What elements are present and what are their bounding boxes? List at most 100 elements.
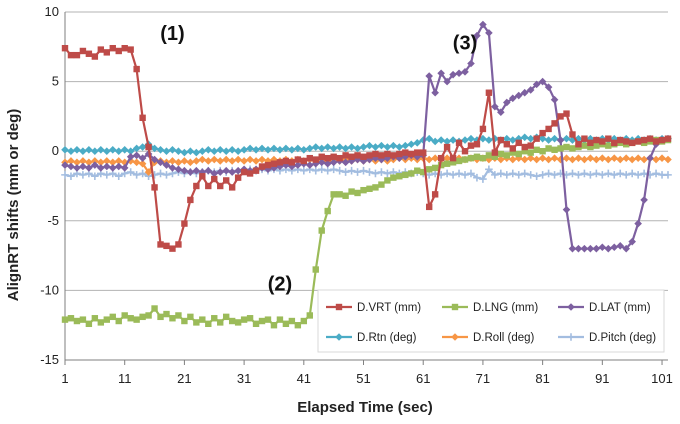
point-0-82 [551,120,558,127]
point-4-73 [497,155,505,164]
point-1-5 [91,315,99,322]
point-5-48 [347,166,356,175]
x-tick-label-2: 21 [177,371,191,386]
point-3-71 [485,136,493,144]
point-4-95 [628,155,636,164]
point-2-5 [91,161,99,169]
point-1-68 [467,154,475,162]
point-0-12 [133,65,140,73]
point-0-20 [181,220,188,227]
point-3-1 [67,147,75,155]
point-3-53 [377,141,386,150]
point-0-69 [473,141,481,148]
point-3-21 [186,147,195,155]
point-2-9 [114,162,123,171]
point-1-53 [378,181,385,188]
x-tick-label-9: 91 [595,371,609,386]
point-5-47 [341,168,350,176]
point-4-82 [550,154,559,162]
point-1-49 [354,189,361,197]
point-4-93 [616,155,625,164]
point-0-68 [467,142,475,149]
point-4-100 [658,154,666,162]
point-3-65 [449,136,457,144]
point-4-26 [216,157,225,165]
point-1-36 [276,316,284,323]
point-0-56 [396,150,403,158]
point-2-69 [473,31,481,40]
point-0-37 [282,157,290,165]
annotations: (1) (2) (3) [160,23,477,296]
point-2-90 [598,243,607,252]
point-4-64 [443,154,451,162]
point-2-65 [449,70,457,79]
point-1-64 [443,160,451,167]
point-0-3 [79,47,87,55]
point-2-45 [329,158,338,167]
point-0-49 [354,152,361,159]
point-3-68 [467,134,475,143]
point-5-12 [132,171,141,179]
point-0-52 [372,150,379,158]
point-4-25 [210,155,219,164]
point-1-46 [336,191,343,198]
legend-marker-4 [451,333,459,341]
point-1-41 [306,312,313,319]
point-3-31 [246,144,254,153]
point-3-59 [413,139,422,147]
legend-item-3: D.Rtn (deg) [326,332,417,344]
point-3-82 [550,134,559,143]
point-2-21 [186,168,195,176]
point-3-11 [126,147,135,155]
point-0-93 [617,136,624,144]
point-0-38 [288,159,296,166]
point-1-58 [408,170,415,177]
point-4-96 [634,154,642,162]
point-4-80 [538,154,547,162]
annotation-0: (1) [160,23,184,45]
point-1-10 [121,312,128,319]
point-2-35 [270,164,278,172]
legend: D.VRT (mm) D.LNG (mm) D.LAT (mm) D.Rtn (deg… [317,289,665,353]
point-5-17 [162,171,171,179]
point-1-72 [491,153,499,160]
point-0-32 [252,167,260,174]
point-0-76 [515,139,522,147]
point-4-77 [520,155,529,164]
point-2-44 [323,159,332,168]
point-3-36 [276,146,284,154]
series-0 [61,44,672,252]
point-0-88 [587,139,594,147]
point-1-2 [73,317,81,325]
legend-item-2: D.LAT (mm) [558,302,651,314]
point-2-87 [580,244,589,253]
y-tick-labels: -15 -10 -5 0 5 10 [40,4,59,367]
point-3-42 [311,143,320,151]
point-3-48 [347,143,356,151]
point-2-72 [491,102,499,111]
point-2-3 [79,162,87,171]
point-5-51 [365,168,374,176]
point-1-32 [252,320,260,328]
point-2-68 [467,59,475,68]
legend-item-0: D.VRT (mm) [326,302,421,314]
legend-marker-3 [335,333,343,341]
series-2 [61,20,672,253]
point-0-90 [599,138,606,145]
point-0-11 [127,46,134,53]
legend-item-5: D.Pitch (deg) [558,332,656,344]
point-1-77 [521,148,528,155]
point-3-34 [264,146,272,154]
point-0-85 [569,131,576,138]
point-5-74 [503,171,511,179]
point-1-29 [234,319,242,326]
point-3-23 [198,147,207,155]
point-5-54 [383,169,392,178]
point-4-9 [114,157,123,165]
point-5-11 [126,168,135,176]
point-3-81 [544,136,553,144]
point-0-35 [270,160,278,167]
point-5-92 [610,171,619,179]
point-3-67 [461,136,469,144]
point-0-24 [205,182,212,190]
